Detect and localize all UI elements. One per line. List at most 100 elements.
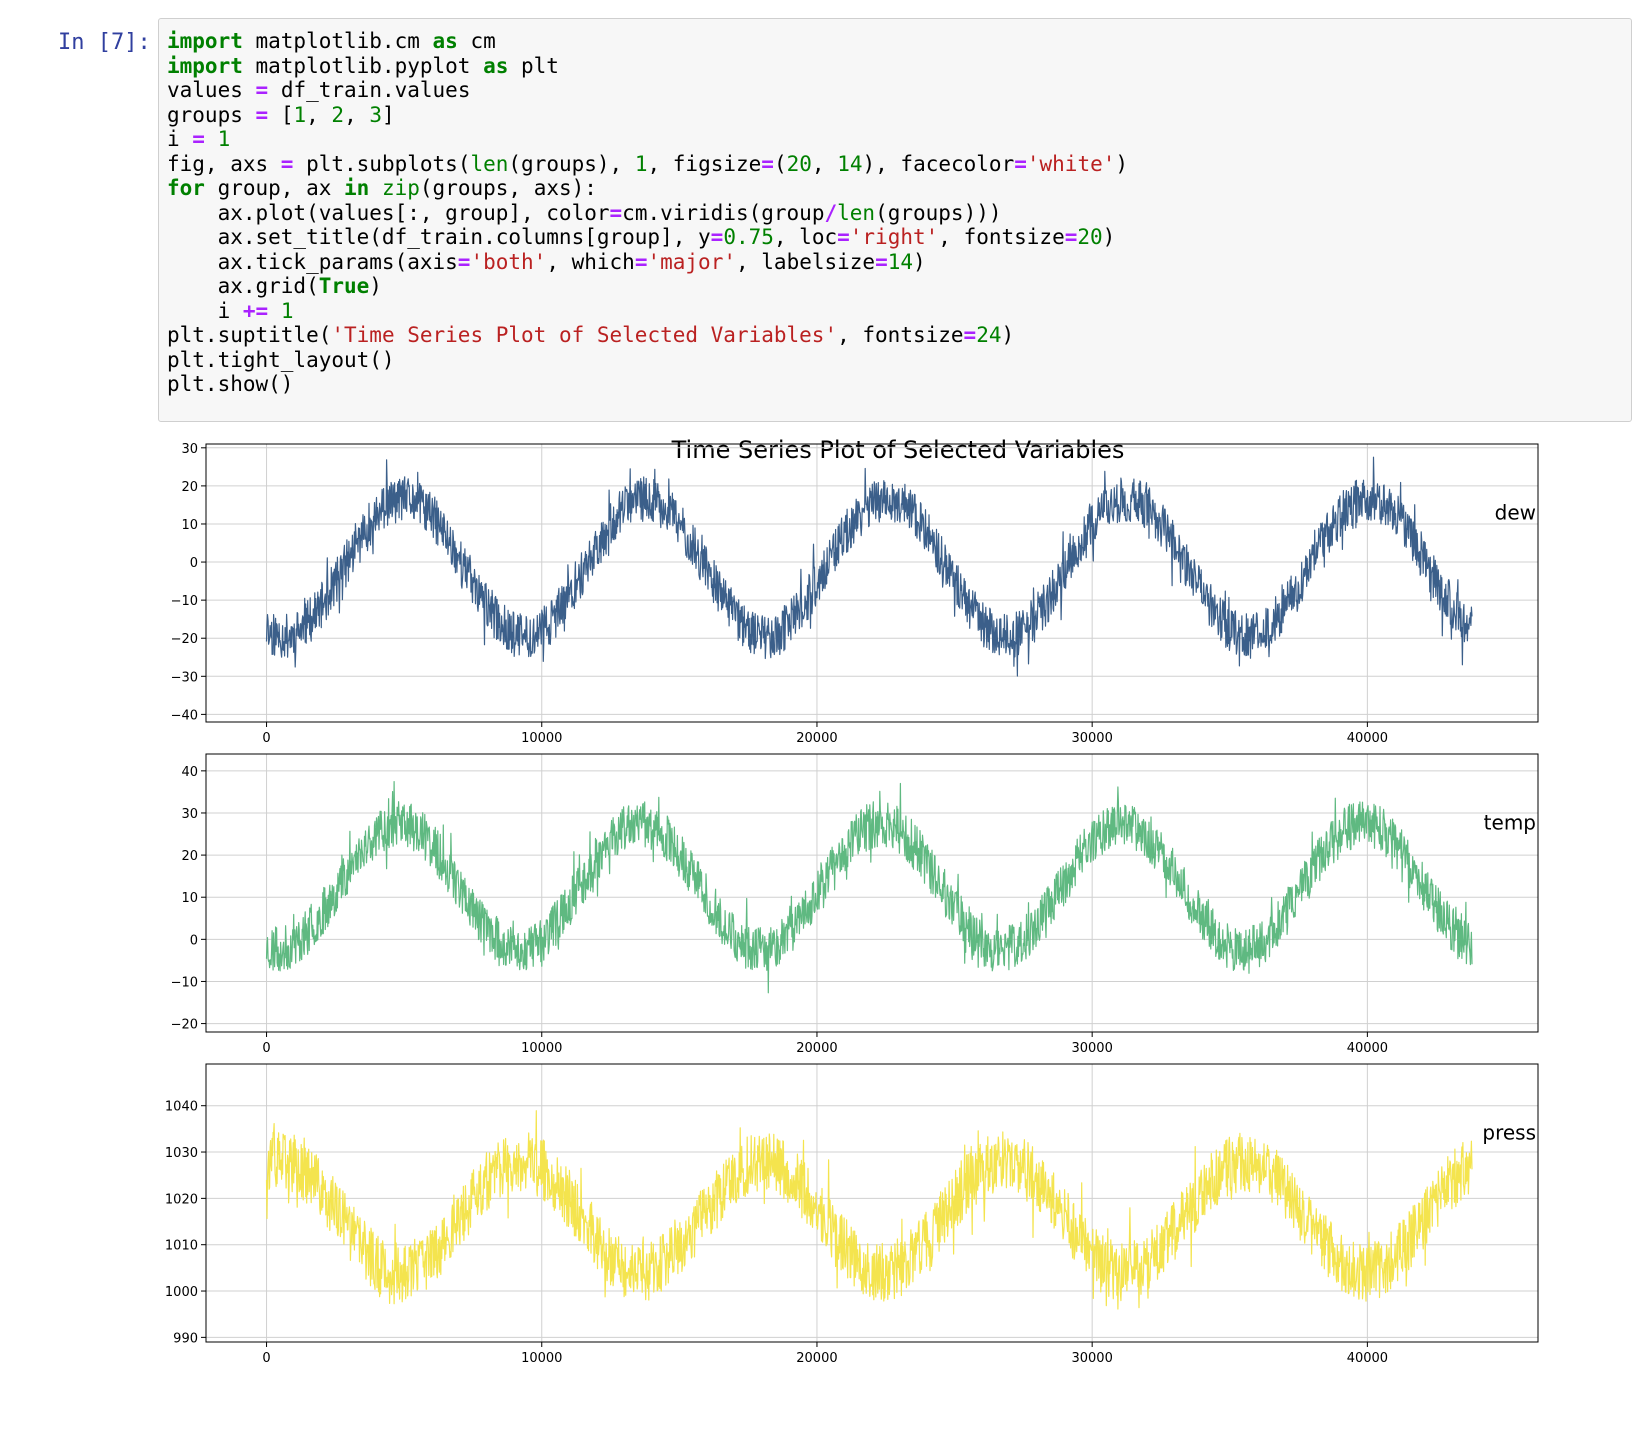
code-token: 14	[837, 151, 863, 176]
series-line-press	[265, 1110, 1473, 1310]
axes-frame	[205, 443, 1539, 723]
code-token: =	[1014, 151, 1027, 176]
code-token: 20	[1077, 225, 1103, 249]
x-tick-label: 30000	[1071, 731, 1112, 746]
code-token: groups	[167, 102, 256, 127]
code-token: ,	[306, 102, 332, 127]
code-token: +=	[242, 298, 269, 323]
code-token: (	[773, 151, 787, 176]
series-line-temp	[265, 781, 1473, 994]
code-token: , figsize	[647, 151, 762, 176]
y-tick-label: 10	[181, 518, 198, 533]
code-line: i += 1	[167, 298, 294, 323]
code-line: ax.tick_params(axis='both', which='major…	[167, 250, 926, 274]
code-token: ,	[344, 102, 370, 127]
code-token: ax.plot(values[:, group], color	[167, 200, 610, 225]
code-token: 1	[280, 298, 294, 323]
code-token: 1	[293, 102, 307, 127]
code-token: =	[255, 78, 269, 102]
figure-title: Time Series Plot of Selected Variables	[671, 436, 1125, 464]
code-token: 'white'	[1026, 151, 1116, 176]
x-tick-label: 0	[262, 731, 270, 746]
code-token: values	[167, 78, 256, 102]
x-tick-label: 0	[262, 1041, 270, 1056]
series-line-dew	[265, 456, 1473, 677]
x-tick-label: 20000	[796, 1351, 837, 1366]
code-token: )	[1115, 151, 1129, 176]
code-token: 3	[369, 102, 383, 127]
code-token: (groups, axs):	[419, 176, 597, 200]
code-line: ax.set_title(df_train.columns[group], y =…	[167, 225, 1116, 249]
code-token: i	[167, 127, 193, 151]
code-token: =	[761, 151, 774, 176]
code-token: len	[837, 200, 876, 225]
code-token: =	[1064, 225, 1078, 249]
subplot-title-temp: temp	[1484, 811, 1536, 835]
y-tick-label: −20	[171, 1018, 198, 1033]
code-line: i = 1	[167, 127, 230, 151]
code-token: import	[167, 53, 243, 78]
x-tick-label: 10000	[521, 731, 562, 746]
code-token: in	[344, 176, 370, 200]
y-tick-label: −40	[171, 708, 198, 723]
code-token: i	[167, 298, 243, 323]
code-token: cm.viridis(group	[622, 200, 825, 225]
code-token: zip	[381, 176, 420, 200]
code-token: /	[824, 200, 838, 225]
x-tick-label: 40000	[1347, 731, 1388, 746]
axes-frame	[205, 1063, 1539, 1343]
code-token: )	[913, 249, 926, 274]
code-token: 24	[976, 323, 1002, 347]
code-token: , which	[546, 249, 635, 274]
code-token: )	[1102, 225, 1116, 249]
code-token: )	[369, 274, 382, 298]
code-token: ax.grid(	[167, 274, 319, 298]
code-token: plt.show()	[167, 372, 294, 396]
code-token: import	[167, 29, 243, 53]
code-token: 'Time Series Plot of Selected Variables'	[331, 323, 838, 347]
code-line: plt.tight_layout()	[167, 348, 395, 372]
y-tick-label: 990	[173, 1331, 198, 1346]
code-editor[interactable]: import matplotlib.cm as cm import matplo…	[159, 19, 1631, 407]
x-tick-label: 30000	[1071, 1351, 1112, 1366]
x-tick-label: 20000	[796, 731, 837, 746]
x-tick-label: 10000	[521, 1351, 562, 1366]
code-token: =	[255, 102, 269, 127]
code-token: [	[268, 102, 294, 127]
code-token: ), facecolor	[862, 151, 1015, 176]
code-token: group, ax	[204, 176, 345, 200]
code-token: =	[837, 225, 850, 249]
code-token: (groups)))	[875, 200, 1002, 225]
code-token: matplotlib.cm	[242, 29, 433, 53]
code-token: =	[192, 127, 205, 151]
y-tick-label: 0	[190, 933, 198, 948]
code-line: ax.plot(values[:, group], color=cm.virid…	[167, 201, 1002, 225]
code-token: 0.75	[723, 225, 774, 249]
code-token: 2	[331, 102, 345, 127]
time-series-figure: Time Series Plot of Selected Variables 0…	[165, 436, 1539, 1366]
code-token: ax.set_title(df_train.columns[group], y	[167, 225, 711, 249]
y-tick-label: 1040	[165, 1100, 198, 1115]
code-line: import matplotlib.pyplot as plt	[167, 54, 559, 78]
code-token: ,	[811, 151, 838, 176]
code-line: fig, axs = plt.subplots(len(groups), 1, …	[167, 152, 1128, 176]
code-token: =	[963, 323, 977, 347]
y-tick-label: −30	[171, 670, 198, 685]
code-token: 1	[634, 151, 648, 176]
code-token: , labelsize	[736, 249, 876, 274]
code-token: plt.tight_layout()	[167, 347, 395, 372]
code-line: plt.suptitle('Time Series Plot of Select…	[167, 323, 1014, 347]
code-token: 1	[217, 127, 231, 151]
y-tick-label: 10	[181, 891, 198, 906]
code-token: ax.tick_params(axis	[167, 249, 458, 274]
code-token: for	[167, 176, 205, 200]
code-token: 14	[887, 249, 914, 274]
code-cell[interactable]: import matplotlib.cm as cm import matplo…	[158, 18, 1632, 422]
code-token	[369, 176, 382, 200]
y-tick-label: 1000	[165, 1285, 198, 1300]
x-tick-label: 0	[262, 1351, 270, 1366]
code-token: =	[457, 249, 471, 274]
code-token: 20	[786, 151, 812, 176]
code-line: for group, ax in zip(groups, axs):	[167, 176, 597, 200]
code-token: ]	[382, 102, 395, 127]
